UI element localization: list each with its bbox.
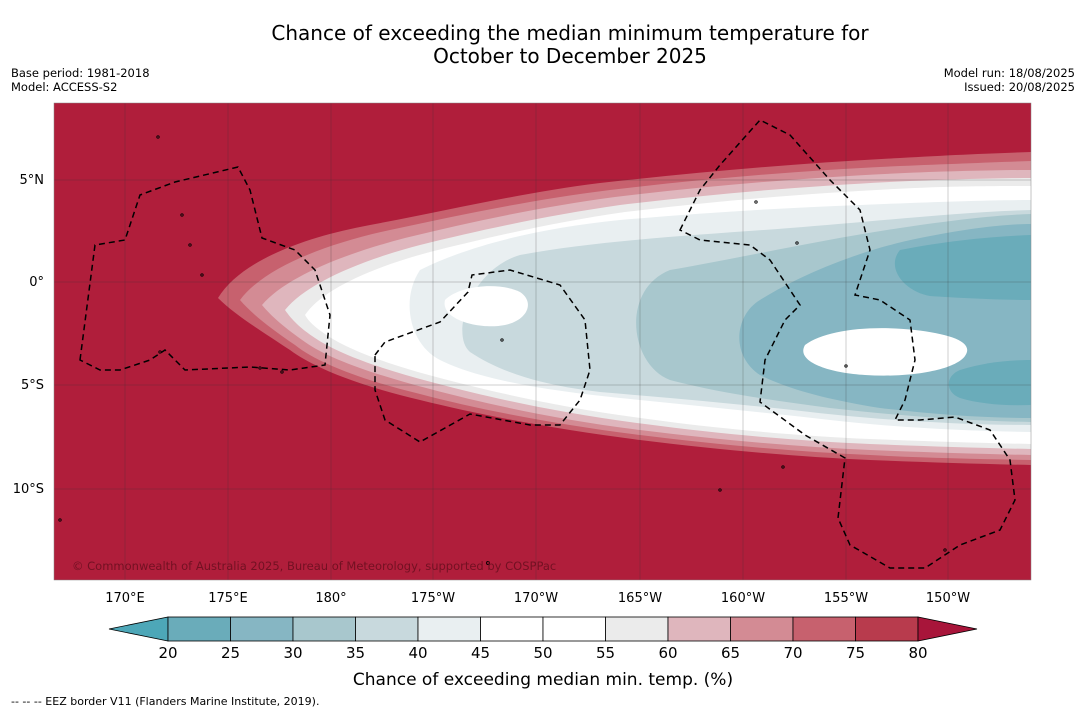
colorbar-tick-label: 35 bbox=[346, 644, 365, 662]
colorbar-segment bbox=[542, 616, 606, 642]
island bbox=[58, 518, 62, 522]
island bbox=[280, 370, 284, 374]
island bbox=[500, 338, 504, 342]
band-20-region-south bbox=[948, 360, 1031, 406]
colorbar-extend-low bbox=[108, 616, 169, 642]
colorbar-tick-label: 25 bbox=[221, 644, 240, 662]
colorbar-extend-high bbox=[917, 616, 978, 642]
colorbar-segment bbox=[167, 616, 231, 642]
colorbar-segment bbox=[292, 616, 356, 642]
eez-border-phoenix bbox=[374, 269, 591, 443]
colorbar-segment bbox=[730, 616, 794, 642]
longitude-label: 180° bbox=[315, 591, 346, 606]
island bbox=[781, 465, 785, 469]
map-frame bbox=[53, 102, 1032, 581]
island-markers bbox=[58, 135, 947, 565]
island bbox=[754, 200, 758, 204]
title-line-1: Chance of exceeding the median minimum t… bbox=[271, 21, 869, 45]
longitude-label: 160°W bbox=[721, 591, 765, 606]
copyright-text: © Commonwealth of Australia 2025, Bureau… bbox=[72, 559, 556, 573]
colorbar-tick-label: 70 bbox=[783, 644, 802, 662]
island bbox=[943, 548, 947, 552]
latitude-label: 10°S bbox=[13, 482, 44, 497]
longitude-labels: 170°E 175°E 180° 175°W 170°W 165°W 160°W 155°W 1… bbox=[105, 591, 970, 606]
colorbar-tick-label: 45 bbox=[471, 644, 490, 662]
colorbar-tick-label: 30 bbox=[283, 644, 302, 662]
island bbox=[180, 213, 184, 217]
latitude-label: 5°S bbox=[21, 378, 44, 393]
base-period-text: Base period: 1981-2018 bbox=[11, 66, 150, 80]
model-text: Model: ACCESS-S2 bbox=[11, 80, 118, 94]
meta-right: Model run: 18/08/2025 Issued: 20/08/2025 bbox=[944, 66, 1075, 94]
colorbar-segment bbox=[855, 616, 919, 642]
meta-left: Base period: 1981-2018 Model: ACCESS-S2 bbox=[11, 66, 150, 94]
near-median-patch-west bbox=[444, 286, 528, 327]
colorbar-segment bbox=[792, 616, 856, 642]
map-title: Chance of exceeding the median minimum t… bbox=[0, 22, 1085, 68]
island bbox=[718, 488, 722, 492]
eez-border-tuvalu bbox=[79, 166, 331, 371]
island bbox=[188, 243, 192, 247]
title-line-2: October to December 2025 bbox=[433, 44, 707, 68]
colorbar-tick-label: 60 bbox=[658, 644, 677, 662]
model-run-text: Model run: 18/08/2025 bbox=[943, 66, 1075, 80]
longitude-label: 175°W bbox=[411, 591, 455, 606]
colorbar-segment bbox=[480, 616, 544, 642]
colorbar-tick-label: 65 bbox=[721, 644, 740, 662]
island bbox=[844, 364, 848, 368]
longitude-label: 175°E bbox=[208, 591, 248, 606]
near-median-patch-east bbox=[803, 328, 968, 376]
colorbar: 20 25 30 35 40 45 50 55 60 65 70 75 80 bbox=[108, 616, 978, 662]
colorbar-segment bbox=[355, 616, 419, 642]
band-20-region bbox=[894, 235, 1031, 300]
issued-text: Issued: 20/08/2025 bbox=[964, 80, 1075, 94]
latitude-label: 0° bbox=[29, 275, 44, 290]
longitude-label: 155°W bbox=[824, 591, 868, 606]
eez-borders bbox=[79, 119, 1016, 569]
colorbar-segment bbox=[605, 616, 669, 642]
island bbox=[156, 135, 160, 139]
colorbar-tick-label: 20 bbox=[158, 644, 177, 662]
longitude-label: 165°W bbox=[618, 591, 662, 606]
island bbox=[158, 350, 162, 354]
colorbar-tick-label: 75 bbox=[846, 644, 865, 662]
colorbar-tick-label: 50 bbox=[533, 644, 552, 662]
longitude-label: 170°W bbox=[514, 591, 558, 606]
latitude-label: 5°N bbox=[20, 173, 45, 188]
island bbox=[200, 273, 204, 277]
longitude-label: 150°W bbox=[926, 591, 970, 606]
colorbar-tick-label: 40 bbox=[408, 644, 427, 662]
island bbox=[486, 561, 490, 565]
colorbar-tick-label: 80 bbox=[908, 644, 927, 662]
longitude-label: 170°E bbox=[105, 591, 145, 606]
colorbar-tick-label: 55 bbox=[596, 644, 615, 662]
island bbox=[258, 366, 262, 370]
eez-border-line-islands bbox=[678, 119, 1016, 569]
map-plot-area: © Commonwealth of Australia 2025, Bureau… bbox=[54, 103, 1031, 580]
island bbox=[795, 241, 799, 245]
latitude-labels: 5°N 0° 5°S 10°S bbox=[13, 173, 44, 497]
colorbar-label: Chance of exceeding median min. temp. (%… bbox=[353, 670, 733, 690]
eez-footnote: -- -- -- EEZ border V11 (Flanders Marine… bbox=[11, 695, 320, 708]
colorbar-segment bbox=[417, 616, 481, 642]
grid-lines bbox=[54, 103, 1031, 580]
colorbar-segment bbox=[230, 616, 294, 642]
colorbar-segment bbox=[667, 616, 731, 642]
